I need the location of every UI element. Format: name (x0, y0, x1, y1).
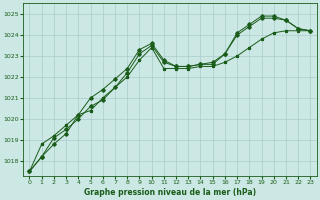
X-axis label: Graphe pression niveau de la mer (hPa): Graphe pression niveau de la mer (hPa) (84, 188, 256, 197)
